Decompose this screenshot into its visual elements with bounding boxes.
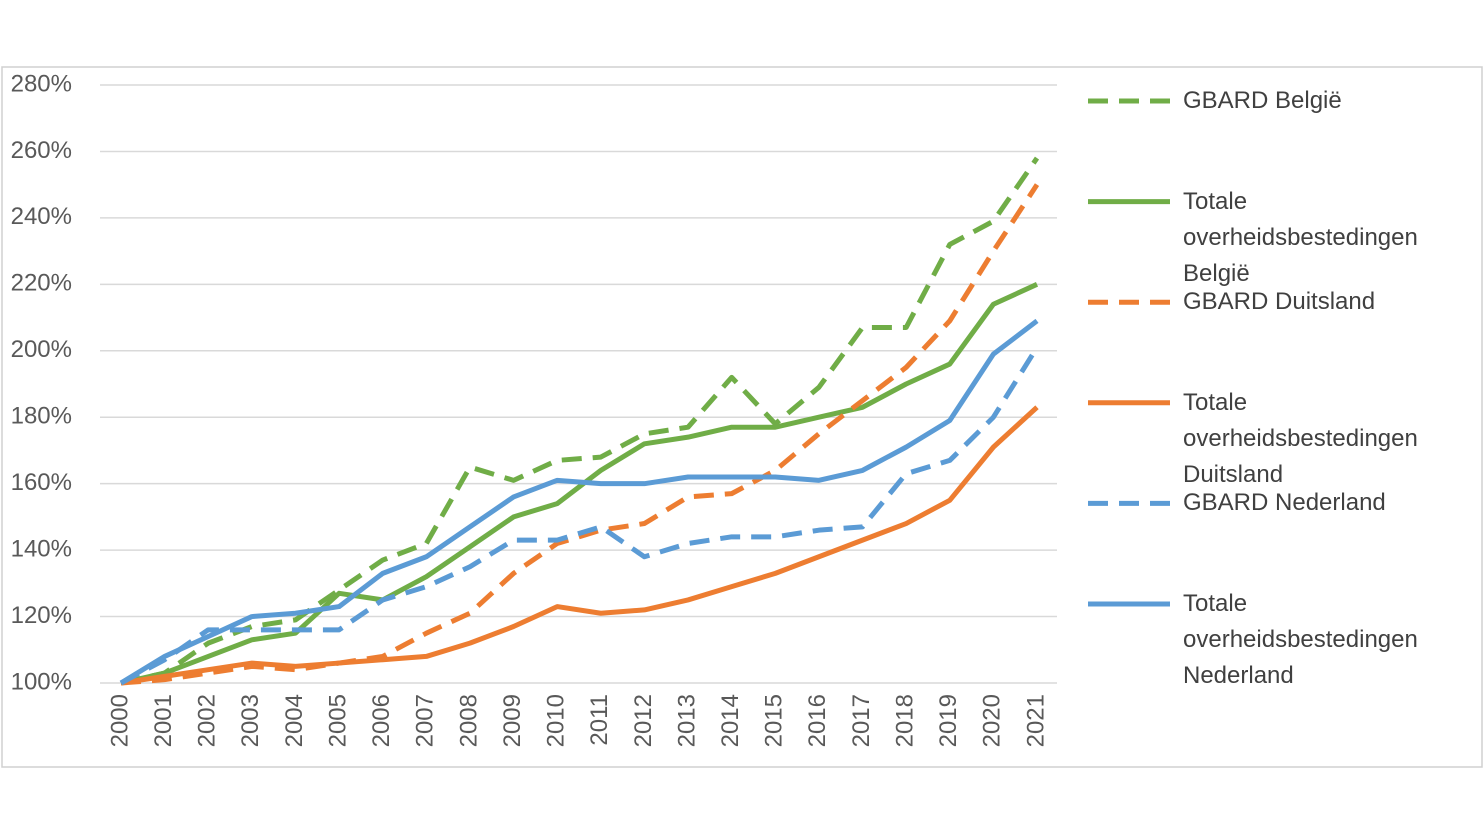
x-tick-label: 2020 (979, 694, 1006, 747)
x-tick-label: 2017 (848, 694, 875, 747)
chart-frame (1, 66, 1483, 768)
legend-label: Totale overheidsbestedingen Nederland (1183, 590, 1418, 689)
y-tick-label: 160% (11, 469, 72, 496)
y-tick-label: 140% (11, 535, 72, 562)
x-tick-label: 2021 (1022, 694, 1049, 747)
x-tick-label: 2010 (543, 694, 570, 747)
x-tick-label: 2001 (150, 694, 177, 747)
x-tick-label: 2019 (935, 694, 962, 747)
x-tick-label: 2007 (412, 694, 439, 747)
legend-label: GBARD Nederland (1183, 489, 1386, 517)
legend-label: GBARD Duitsland (1183, 288, 1376, 316)
x-tick-label: 2016 (804, 694, 831, 747)
x-tick-label: 2012 (630, 694, 657, 747)
series-line (119, 346, 1040, 686)
x-tick-label: 2003 (237, 694, 264, 747)
x-tick-label: 2004 (281, 694, 308, 747)
y-tick-label: 220% (11, 270, 72, 297)
y-tick-label: 120% (11, 602, 72, 629)
legend-label: GBARD België (1183, 87, 1342, 114)
series-line (120, 183, 1040, 686)
x-tick-label: 2015 (761, 694, 788, 747)
series-line (120, 405, 1039, 686)
x-tick-label: 2002 (194, 694, 221, 747)
x-tick-label: 2008 (455, 694, 482, 747)
x-tick-label: 2006 (368, 694, 395, 747)
x-tick-label: 2000 (106, 694, 133, 747)
legend-label: Totale overheidsbestedingen België (1183, 187, 1418, 287)
series-line (119, 318, 1039, 686)
series-line (120, 282, 1039, 686)
x-tick-label: 2014 (717, 694, 744, 747)
y-tick-label: 260% (11, 137, 72, 164)
y-tick-label: 200% (11, 336, 72, 363)
x-tick-label: 2018 (891, 694, 918, 747)
y-tick-label: 240% (11, 203, 72, 230)
series-line (120, 156, 1040, 686)
x-tick-label: 2013 (673, 694, 700, 747)
legend-label: Totale overheidsbestedingen Duitsland (1183, 388, 1418, 488)
y-tick-label: 280% (11, 70, 72, 97)
y-tick-label: 100% (11, 668, 72, 695)
x-tick-label: 2011 (586, 694, 613, 746)
y-tick-label: 180% (11, 403, 72, 430)
x-tick-label: 2009 (499, 694, 526, 747)
x-tick-label: 2005 (324, 694, 351, 747)
